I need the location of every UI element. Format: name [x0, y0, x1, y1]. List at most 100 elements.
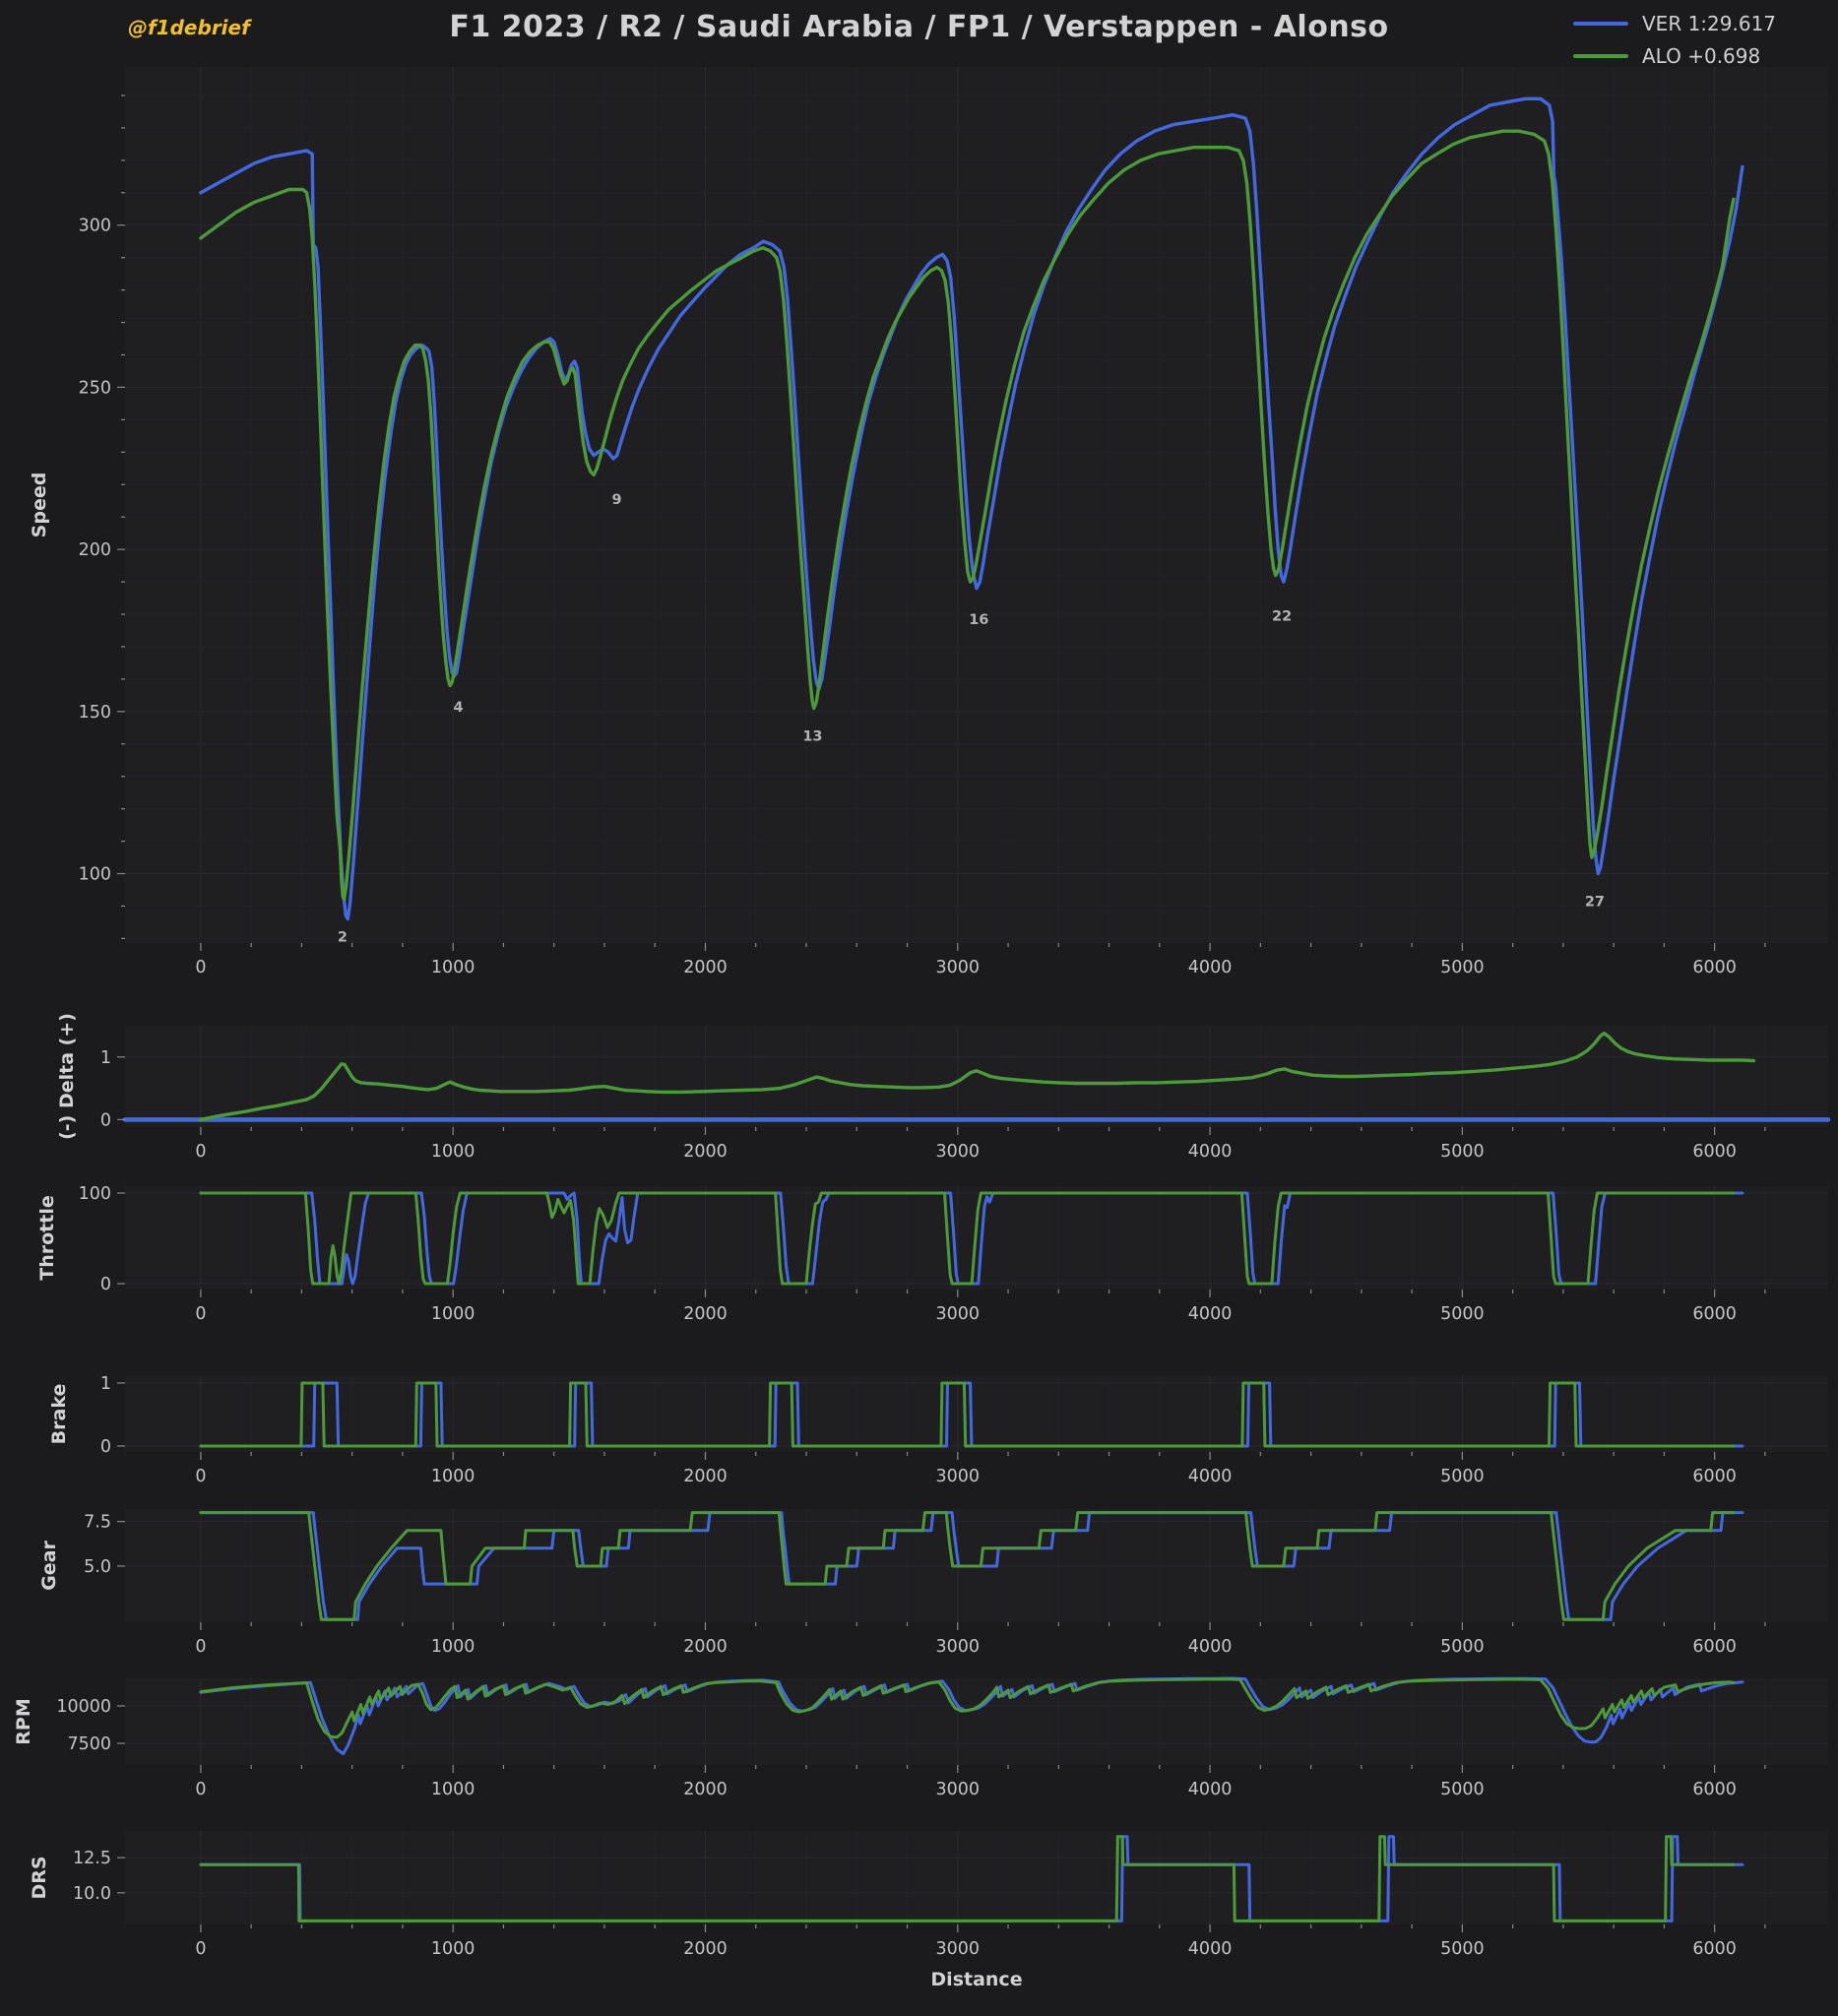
x-tick-label: 0 [195, 1467, 206, 1486]
x-tick-label: 4000 [1188, 1467, 1233, 1486]
x-tick-label: 1000 [431, 1304, 475, 1324]
y-tick-label: 200 [79, 540, 111, 560]
x-tick-label: 5000 [1440, 1780, 1485, 1799]
brake-axis-label: Brake [48, 1384, 70, 1445]
legend-label: ALO +0.698 [1642, 44, 1761, 68]
corner-annotation: 4 [454, 700, 464, 716]
speed-plot: 0 1000 2000 3000 4000 5000 6000 100 150 200 250 300… [29, 67, 1828, 977]
y-tick-label: 5.0 [84, 1557, 111, 1577]
x-tick-label: 0 [195, 1939, 206, 1959]
x-tick-label: 2000 [683, 1939, 728, 1959]
y-tick-label: 10.0 [73, 1884, 111, 1904]
y-tick-label: 150 [79, 703, 111, 723]
x-tick-label: 0 [195, 1637, 206, 1657]
x-tick-label: 4000 [1188, 958, 1233, 977]
legend-item: ALO +0.698 [1573, 44, 1776, 68]
y-tick-label: 12.5 [73, 1849, 111, 1868]
drs-axis-label: DRS [29, 1856, 50, 1899]
x-tick-label: 2000 [683, 1780, 728, 1799]
rpm-alo-line [199, 1677, 1736, 1739]
x-tick-label: 4000 [1188, 1780, 1233, 1799]
x-tick-label: 3000 [936, 1304, 981, 1324]
y-tick-label: 0 [100, 1437, 111, 1457]
x-tick-label: 4000 [1188, 1142, 1233, 1162]
x-tick-label: 0 [195, 1304, 206, 1324]
rpm-axis-label: RPM [13, 1698, 34, 1744]
x-tick-label: 0 [195, 958, 206, 977]
corner-annotation: 27 [1585, 894, 1605, 910]
brake-plot: 0 1000 2000 3000 4000 5000 6000 0 1 Brake [48, 1374, 1828, 1486]
x-tick-label: 2000 [683, 1142, 728, 1162]
y-tick-label: 0 [100, 1275, 111, 1294]
delta-plot: 0 1000 2000 3000 4000 5000 6000 0 1 (-) Delta (+) [56, 1013, 1831, 1162]
gear-axis-label: Gear [38, 1541, 60, 1591]
x-tick-label: 2000 [683, 1467, 728, 1486]
y-tick-label: 250 [79, 378, 111, 398]
y-tick-label: 7.5 [84, 1513, 111, 1533]
x-tick-label: 6000 [1692, 1304, 1737, 1324]
x-tick-label: 6000 [1692, 1939, 1737, 1959]
y-tick-label: 300 [79, 217, 111, 236]
x-tick-label: 6000 [1692, 1467, 1737, 1486]
x-tick-label: 1000 [431, 1467, 475, 1486]
brake-panel-bg [125, 1376, 1828, 1452]
y-tick-label: 7500 [67, 1734, 111, 1754]
x-tick-label: 6000 [1692, 1142, 1737, 1162]
corner-annotation: 9 [611, 492, 621, 508]
x-tick-label: 6000 [1692, 1637, 1737, 1657]
corner-annotation: 2 [338, 930, 348, 946]
corner-annotation: 16 [969, 612, 988, 628]
x-tick-label: 2000 [683, 1637, 728, 1657]
y-tick-label: 10000 [56, 1697, 111, 1717]
rpm-panel-bg [125, 1678, 1828, 1765]
x-tick-label: 5000 [1440, 1467, 1485, 1486]
x-tick-label: 2000 [683, 958, 728, 977]
page-title: F1 2023 / R2 / Saudi Arabia / FP1 / Vers… [449, 10, 1389, 44]
gear-alo-line [199, 1511, 1736, 1621]
legend: VER 1:29.617 ALO +0.698 [1573, 12, 1776, 68]
throttle-plot: 0 1000 2000 3000 4000 5000 6000 0 100 Throttle [36, 1184, 1828, 1324]
y-tick-label: 100 [79, 1184, 111, 1204]
drs-alo-line [199, 1835, 1736, 1922]
x-tick-label: 2000 [683, 1304, 728, 1324]
delta-axis-label: (-) Delta (+) [56, 1013, 78, 1140]
legend-item: VER 1:29.617 [1573, 12, 1776, 35]
x-tick-label: 3000 [936, 1939, 981, 1959]
legend-line-swatch [1573, 22, 1628, 26]
throttle-axis-label: Throttle [36, 1195, 58, 1280]
x-tick-label: 1000 [431, 1939, 475, 1959]
x-tick-label: 6000 [1692, 1780, 1737, 1799]
x-tick-label: 4000 [1188, 1304, 1233, 1324]
speed-alo-line [199, 129, 1736, 902]
corner-annotation: 22 [1272, 609, 1292, 625]
x-tick-label: 0 [195, 1142, 206, 1162]
x-tick-label: 5000 [1440, 1637, 1485, 1657]
x-tick-label: 1000 [431, 958, 475, 977]
x-tick-label: 3000 [936, 1780, 981, 1799]
x-tick-label: 1000 [431, 1637, 475, 1657]
y-tick-label: 0 [100, 1110, 111, 1130]
drs-panel-bg [125, 1831, 1828, 1924]
rpm-plot: 0 1000 2000 3000 4000 5000 6000 7500 10000 RPM [13, 1676, 1828, 1799]
x-tick-label: 4000 [1188, 1637, 1233, 1657]
x-tick-label: 4000 [1188, 1939, 1233, 1959]
legend-line-swatch [1573, 54, 1628, 58]
x-tick-label: 5000 [1440, 1304, 1485, 1324]
delta-panel-bg [125, 1026, 1828, 1127]
x-tick-label: 6000 [1692, 958, 1737, 977]
speed-ver-line [199, 96, 1744, 921]
x-tick-label: 5000 [1440, 1142, 1485, 1162]
x-tick-label: 3000 [936, 1467, 981, 1486]
x-tick-label: 3000 [936, 958, 981, 977]
x-axis-label: Distance [930, 1969, 1022, 1990]
x-tick-label: 1000 [431, 1780, 475, 1799]
y-tick-label: 100 [79, 865, 111, 885]
delta-alo-line [199, 1031, 1756, 1122]
watermark: @f1debrief [128, 16, 250, 39]
speed-axis-label: Speed [29, 472, 50, 538]
brake-alo-line [199, 1381, 1736, 1448]
x-tick-label: 5000 [1440, 1939, 1485, 1959]
x-tick-label: 1000 [431, 1142, 475, 1162]
